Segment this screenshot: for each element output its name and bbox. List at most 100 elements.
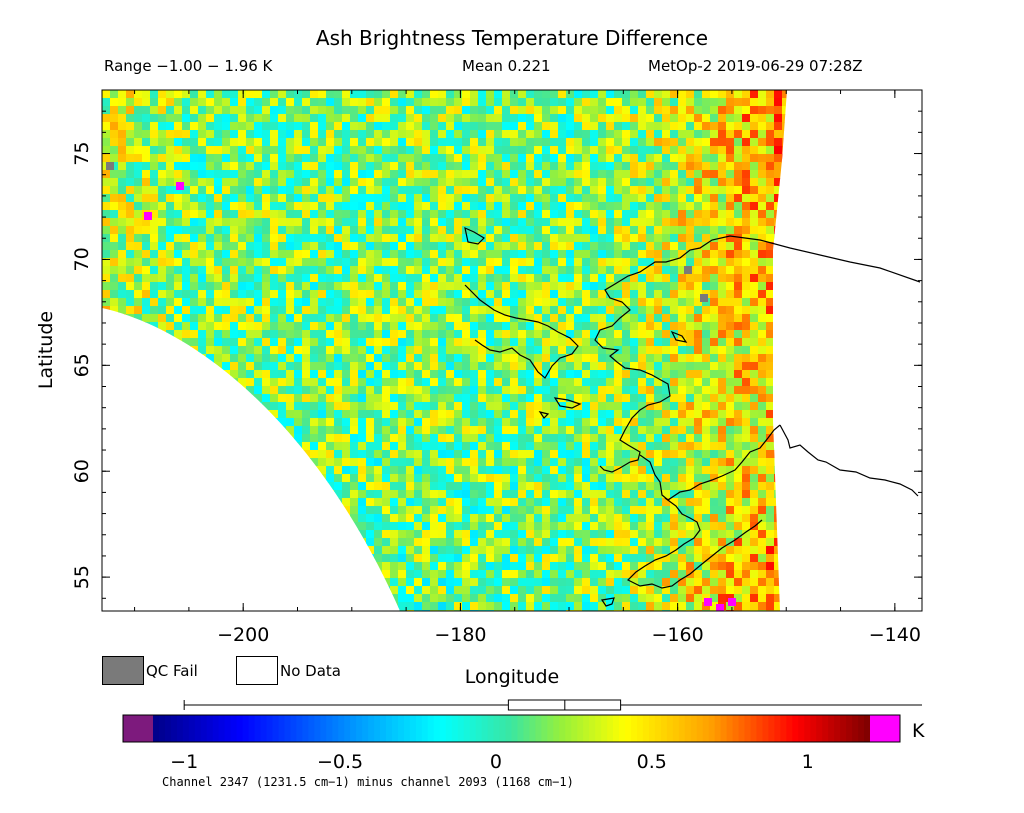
heatmap-cell [686,498,695,507]
heatmap-cell [774,282,783,291]
heatmap-cell [398,394,407,403]
heatmap-cell [518,90,527,99]
heatmap-cell [686,506,695,515]
heatmap-cell [606,490,615,499]
heatmap-cell [542,154,551,163]
heatmap-cell [326,162,335,171]
heatmap-cell [454,330,463,339]
heatmap-cell [414,138,423,147]
heatmap-cell [526,226,535,235]
heatmap-cell [550,346,559,355]
heatmap-cell [678,442,687,451]
heatmap-cell [470,418,479,427]
heatmap-cell [366,466,375,475]
heatmap-cell [518,402,527,411]
heatmap-cell [614,146,623,155]
heatmap-cell [134,90,143,99]
heatmap-cell [222,410,231,419]
heatmap-cell [574,514,583,523]
heatmap-cell [118,506,127,515]
heatmap-cell [542,522,551,531]
heatmap-cell [446,170,455,179]
heatmap-cell [110,274,119,283]
heatmap-cell [558,194,567,203]
heatmap-cell [574,258,583,267]
heatmap-cell [678,202,687,211]
heatmap-cell [166,258,175,267]
heatmap-cell [518,346,527,355]
heatmap-cell [206,122,215,131]
heatmap-cell [518,434,527,443]
heatmap-cell [654,378,663,387]
heatmap-cell [414,130,423,139]
heatmap-cell [342,90,351,99]
heatmap-cell [382,490,391,499]
heatmap-cell [726,354,735,363]
heatmap-cell [574,130,583,139]
heatmap-cell [606,370,615,379]
heatmap-cell [718,186,727,195]
heatmap-cell [142,226,151,235]
heatmap-cell [542,282,551,291]
heatmap-cell [766,258,775,267]
heatmap-cell [494,290,503,299]
heatmap-cell [558,426,567,435]
heatmap-cell [566,90,575,99]
heatmap-cell [134,458,143,467]
heatmap-cell [102,386,111,395]
heatmap-cell [142,186,151,195]
heatmap-cell [110,538,119,547]
heatmap-cell [414,522,423,531]
heatmap-cell [382,306,391,315]
heatmap-cell [310,130,319,139]
heatmap-cell [462,210,471,219]
heatmap-cell [150,386,159,395]
heatmap-cell [142,170,151,179]
heatmap-cell [758,346,767,355]
heatmap-cell [518,282,527,291]
heatmap-cell [246,506,255,515]
heatmap-cell [542,506,551,515]
heatmap-cell [542,90,551,99]
heatmap-cell [382,154,391,163]
heatmap-cell [478,138,487,147]
heatmap-cell [166,426,175,435]
heatmap-cell [246,290,255,299]
heatmap-cell [342,546,351,555]
heatmap-cell [246,154,255,163]
heatmap-cell [238,258,247,267]
heatmap-cell [726,322,735,331]
heatmap-cell [302,146,311,155]
heatmap-cell [270,154,279,163]
heatmap-cell [582,330,591,339]
heatmap-cell [462,90,471,99]
heatmap-cell [406,218,415,227]
heatmap-cell [126,106,135,115]
heatmap-cell [606,338,615,347]
heatmap-cell [534,106,543,115]
heatmap-cell [398,370,407,379]
heatmap-cell [430,314,439,323]
heatmap-cell [702,178,711,187]
heatmap-cell [142,266,151,275]
heatmap-cell [638,194,647,203]
heatmap-cell [382,410,391,419]
heatmap-cell [350,458,359,467]
heatmap-cell [270,330,279,339]
heatmap-cell [590,306,599,315]
heatmap-cell [118,138,127,147]
heatmap-cell [582,546,591,555]
heatmap-cell [382,186,391,195]
heatmap-cell [758,322,767,331]
heatmap-cell [318,330,327,339]
heatmap-cell [534,394,543,403]
heatmap-cell [390,330,399,339]
heatmap-cell [742,298,751,307]
heatmap-cell [350,386,359,395]
heatmap-cell [542,202,551,211]
heatmap-cell [230,522,239,531]
heatmap-cell [590,162,599,171]
heatmap-cell [102,242,111,251]
heatmap-cell [558,458,567,467]
heatmap-cell [158,106,167,115]
